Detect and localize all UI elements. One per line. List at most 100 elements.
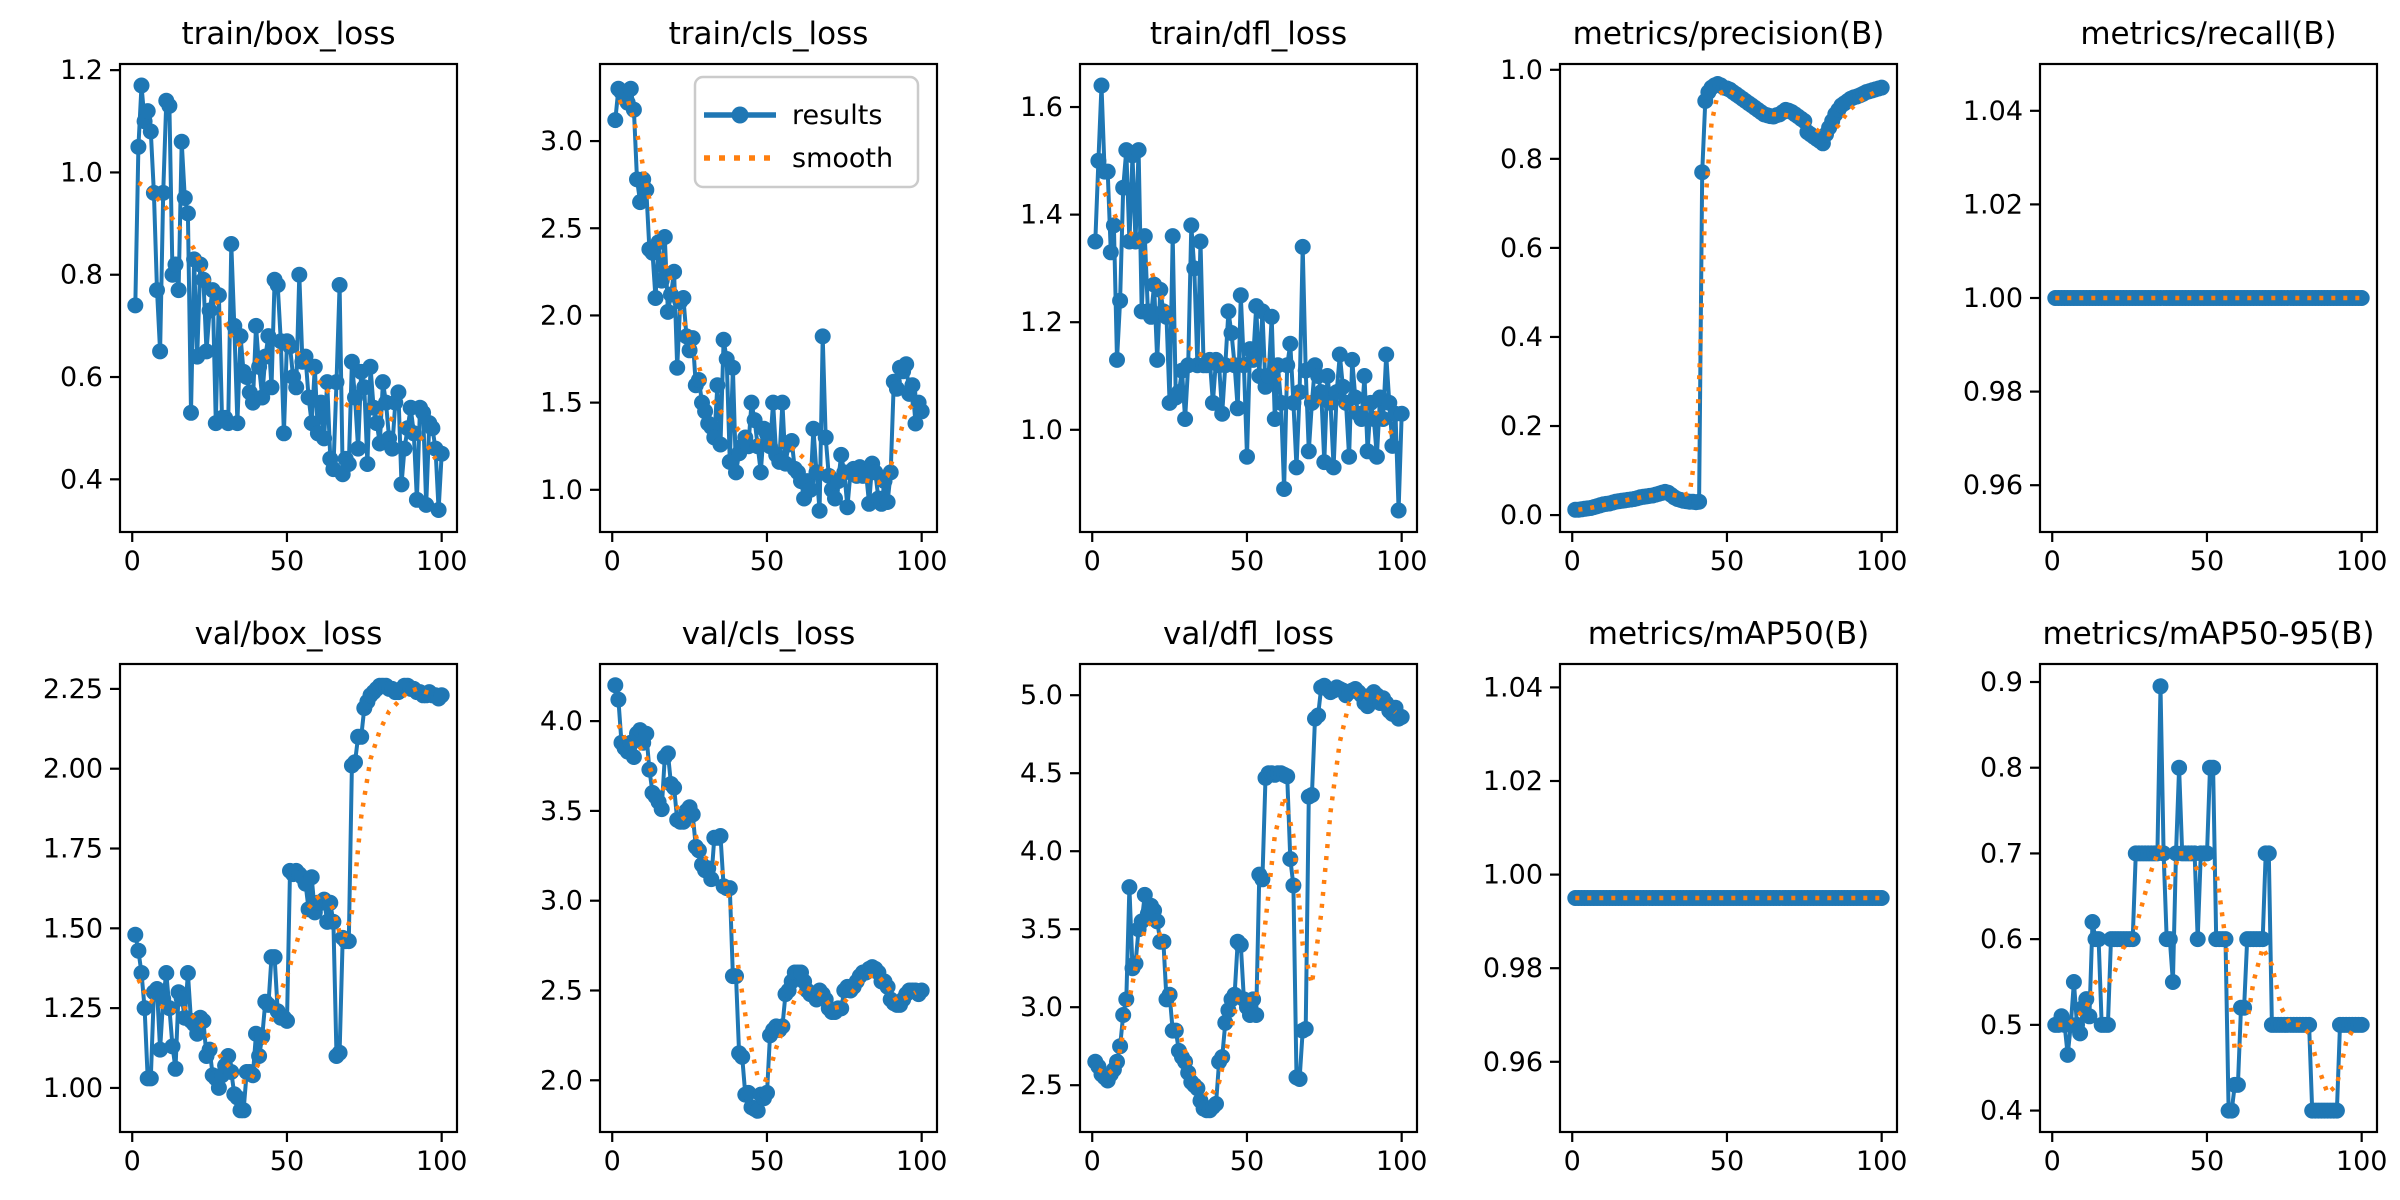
results-marker-dot bbox=[136, 1000, 153, 1017]
x-tick-label: 50 bbox=[2190, 1146, 2224, 1177]
results-marker-dot bbox=[2353, 290, 2370, 306]
results-marker-dot bbox=[2223, 1102, 2240, 1119]
results-marker-dot bbox=[1384, 437, 1401, 454]
results-marker-dot bbox=[384, 440, 401, 457]
results-marker-dot bbox=[1109, 351, 1125, 368]
results-marker-dot bbox=[343, 353, 360, 370]
results-marker-dot bbox=[1254, 871, 1271, 888]
results-marker-dot bbox=[1393, 405, 1410, 422]
results-marker-dot bbox=[1393, 709, 1410, 725]
results-marker-dot bbox=[331, 277, 348, 293]
chart-title: train/dfl_loss bbox=[1150, 16, 1347, 52]
results-marker-dot bbox=[759, 1084, 775, 1101]
results-marker-dot bbox=[1217, 1014, 1234, 1031]
results-marker-dot bbox=[1300, 443, 1317, 460]
results-marker-dot bbox=[2099, 1016, 2116, 1033]
results-marker-dot bbox=[263, 379, 280, 396]
y-tick-label: 1.2 bbox=[1020, 307, 1063, 338]
subplot-train-cls-loss: train/cls_loss 0 50 100 1.0 1.5 2.0 2.5 3.0 resul… bbox=[480, 0, 960, 600]
results-marker-dot bbox=[2199, 845, 2215, 862]
subplot-train-dfl-loss: train/dfl_loss 0 50 100 1.0 1.2 1.4 1.6 bbox=[960, 0, 1440, 600]
results-marker-dot bbox=[805, 420, 822, 437]
results-marker-dot bbox=[1873, 79, 1890, 96]
y-tick-label: 1.0 bbox=[1500, 55, 1543, 86]
chart-canvas: train/dfl_loss 0 50 100 1.0 1.2 1.4 1.6 bbox=[1020, 16, 1427, 577]
x-tick-label: 0 bbox=[1084, 546, 1101, 577]
results-marker-dot bbox=[811, 502, 828, 519]
y-tick-label: 1.75 bbox=[43, 834, 103, 865]
results-marker-dot bbox=[229, 415, 246, 432]
results-marker-dot bbox=[907, 415, 924, 432]
results-markers bbox=[607, 677, 930, 1119]
y-tick-label: 0.5 bbox=[1980, 1010, 2023, 1041]
results-marker-dot bbox=[2254, 931, 2271, 948]
results-marker-dot bbox=[195, 1012, 212, 1029]
results-marker-dot bbox=[297, 348, 314, 365]
y-tick-label: 3.5 bbox=[540, 796, 583, 827]
results-marker-dot bbox=[173, 990, 190, 1007]
results-marker-dot bbox=[632, 194, 649, 211]
results-marker-dot bbox=[235, 1102, 252, 1119]
results-marker-dot bbox=[1232, 936, 1249, 953]
x-tick-label: 100 bbox=[2336, 1146, 2388, 1177]
results-marker-dot bbox=[1220, 303, 1237, 320]
results-marker-dot bbox=[1149, 351, 1166, 368]
results-marker-dot bbox=[424, 420, 441, 437]
results-marker-dot bbox=[1319, 368, 1336, 384]
y-tick-label: 0.98 bbox=[1963, 377, 2023, 408]
results-marker-dot bbox=[179, 205, 196, 222]
results-marker-dot bbox=[1263, 308, 1280, 325]
results-marker-dot bbox=[1183, 217, 1200, 234]
results-marker-dot bbox=[675, 290, 692, 306]
results-marker-dot bbox=[133, 77, 150, 94]
results-marker-dot bbox=[1214, 1049, 1231, 1066]
y-tick-label: 2.0 bbox=[540, 1065, 583, 1096]
results-marker-dot bbox=[316, 430, 333, 447]
results-marker-dot bbox=[260, 328, 277, 345]
subplot-val-box-loss: val/box_loss 0 50 100 1.00 1.25 1.50 1.75 2.00 2.… bbox=[0, 600, 480, 1200]
results-marker-dot bbox=[133, 965, 150, 981]
results-marker-dot bbox=[749, 438, 766, 455]
results-marker-dot bbox=[1313, 384, 1330, 401]
x-tick-label: 0 bbox=[124, 546, 141, 577]
results-markers bbox=[1087, 677, 1410, 1119]
results-marker-dot bbox=[195, 271, 212, 288]
results-marker-dot bbox=[1297, 1021, 1314, 1037]
chart-canvas: metrics/mAP50-95(B) 0 50 100 0.4 0.5 0.6 0.7 0.8… bbox=[1980, 616, 2388, 1177]
results-marker-dot bbox=[356, 379, 373, 396]
results-marker-dot bbox=[1356, 368, 1373, 384]
results-marker-dot bbox=[879, 494, 896, 510]
results-marker-dot bbox=[1214, 405, 1231, 422]
chart-title: train/box_loss bbox=[181, 16, 395, 52]
x-tick-label: 100 bbox=[1856, 1146, 1908, 1177]
results-marker-dot bbox=[715, 331, 732, 348]
results-marker-dot bbox=[1341, 448, 1358, 465]
x-tick-label: 0 bbox=[1564, 546, 1581, 577]
chart-title: val/cls_loss bbox=[682, 616, 856, 652]
results-marker-dot bbox=[1291, 384, 1308, 401]
results-marker-dot bbox=[130, 138, 147, 155]
results-marker-dot bbox=[749, 1102, 766, 1119]
x-tick-label: 50 bbox=[1230, 546, 1264, 577]
results-marker-dot bbox=[1334, 378, 1351, 395]
smooth-line bbox=[2058, 842, 2358, 1096]
subplot-val-dfl-loss: val/dfl_loss 0 50 100 2.5 3.0 3.5 4.0 4.5 5.0 bbox=[960, 600, 1440, 1200]
results-marker-dot bbox=[882, 464, 899, 481]
results-marker-dot bbox=[430, 502, 447, 518]
results-marker-dot bbox=[2328, 1102, 2345, 1119]
axes-frame bbox=[1558, 662, 1899, 1134]
results-marker-dot bbox=[365, 399, 382, 416]
results-marker-dot bbox=[238, 369, 255, 385]
x-tick-label: 50 bbox=[1710, 546, 1744, 577]
x-tick-label: 0 bbox=[2044, 1146, 2061, 1177]
results-marker-dot bbox=[1288, 459, 1305, 476]
x-tick-label: 0 bbox=[124, 1146, 141, 1177]
y-tick-label: 4.5 bbox=[1020, 758, 1063, 789]
results-marker-dot bbox=[1344, 351, 1361, 368]
x-tick-label: 50 bbox=[1710, 1146, 1744, 1177]
results-marker-dot bbox=[396, 440, 413, 457]
results-marker-dot bbox=[1102, 244, 1119, 261]
results-marker-dot bbox=[904, 377, 921, 394]
x-tick-label: 50 bbox=[270, 546, 304, 577]
x-tick-label: 100 bbox=[416, 1146, 468, 1177]
